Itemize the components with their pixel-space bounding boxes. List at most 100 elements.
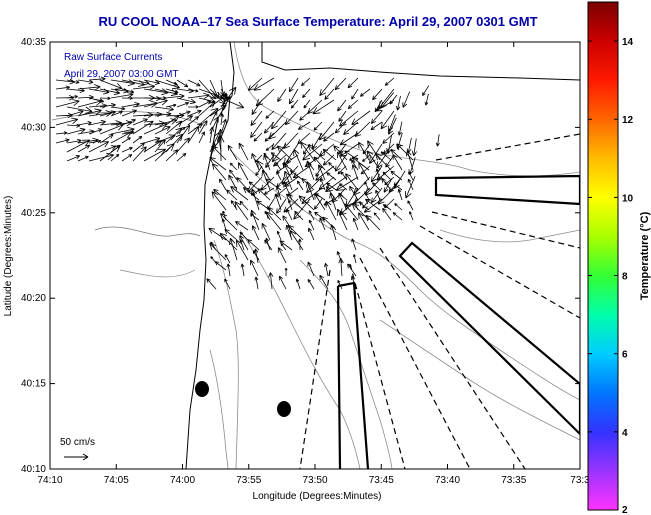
current-arrow [370, 121, 383, 131]
current-arrow [370, 110, 383, 124]
current-arrow [337, 151, 348, 171]
current-arrow [224, 278, 231, 290]
current-arrow [344, 150, 359, 161]
current-arrow [349, 185, 359, 201]
current-arrow [371, 187, 383, 204]
current-arrow [247, 77, 263, 91]
contour-line [213, 239, 239, 469]
current-arrow [253, 132, 263, 142]
current-arrow [396, 132, 403, 150]
current-arrow [435, 134, 440, 147]
y-tick-label: 40:30 [21, 122, 46, 133]
current-arrow [55, 117, 79, 126]
current-arrow [121, 147, 133, 153]
current-arrow [250, 209, 260, 231]
current-arrow [254, 276, 259, 290]
current-arrow [110, 120, 133, 127]
current-arrow [143, 79, 160, 85]
y-tick-label: 40:25 [21, 208, 46, 219]
current-arrow [280, 243, 287, 251]
current-arrow [66, 79, 80, 84]
current-arrow [337, 165, 347, 175]
current-arrow [328, 162, 337, 171]
current-arrow [330, 224, 337, 241]
current-arrow [209, 110, 218, 126]
map-layer [50, 42, 580, 469]
current-arrow [276, 171, 282, 181]
current-arrow [389, 94, 398, 105]
current-arrow [227, 144, 238, 161]
current-arrow [266, 211, 282, 231]
current-arrow [253, 248, 259, 264]
current-arrow [268, 121, 287, 140]
current-arrow [302, 88, 311, 98]
current-arrow [99, 110, 116, 117]
current-arrow [337, 99, 347, 112]
current-arrow [271, 132, 287, 150]
inland-boundary [119, 269, 196, 278]
coverage-wedges [299, 133, 580, 469]
current-arrow [375, 153, 392, 171]
current-arrow [236, 239, 249, 261]
current-arrow [276, 145, 293, 161]
current-arrow [275, 185, 282, 201]
current-arrow [283, 162, 293, 181]
current-arrow [360, 165, 371, 175]
current-arrow [165, 103, 177, 108]
current-arrow [263, 154, 271, 171]
current-arrow [313, 198, 323, 210]
current-arrow [265, 110, 275, 119]
current-arrow [365, 214, 381, 231]
current-arrow [121, 118, 136, 126]
current-arrow [392, 212, 403, 221]
current-arrow [247, 239, 260, 251]
chart-title: RU COOL NOAA–17 Sea Surface Temperature:… [98, 14, 537, 29]
inland-boundary [94, 226, 201, 237]
current-arrow [239, 200, 249, 211]
current-arrow [370, 165, 383, 183]
buoy-marker [195, 381, 209, 397]
current-arrow [303, 99, 311, 109]
current-arrow [290, 99, 299, 109]
current-arrow [407, 178, 414, 191]
current-arrow [288, 77, 299, 93]
current-arrow [380, 151, 392, 161]
current-arrow [359, 201, 370, 211]
colorbar-tick-label: 10 [622, 193, 634, 204]
current-arrow [255, 165, 263, 176]
current-arrow [132, 135, 143, 144]
current-arrow [77, 144, 91, 153]
current-arrow [364, 181, 370, 191]
current-arrow [264, 239, 273, 251]
current-arrow [340, 171, 348, 181]
current-arrow [226, 189, 238, 201]
current-arrow [354, 121, 371, 137]
current-arrow [383, 177, 393, 193]
y-tick-label: 40:10 [21, 464, 46, 475]
current-arrow [390, 149, 403, 161]
current-arrow [339, 110, 359, 127]
current-arrow [298, 238, 302, 251]
current-arrow [397, 188, 403, 201]
current-arrow [375, 168, 381, 181]
current-arrow [77, 108, 102, 117]
current-arrow [66, 109, 84, 117]
current-arrow [358, 141, 370, 161]
x-tick-label: 73:40 [435, 475, 460, 486]
wedge-line [349, 263, 406, 469]
plot-area: Raw Surface Currents April 29, 2007 03:0… [3, 37, 590, 502]
current-arrow [224, 229, 238, 241]
current-arrow [293, 148, 304, 171]
current-arrow [424, 93, 429, 106]
current-arrow [217, 135, 225, 162]
current-arrow [358, 212, 370, 231]
current-arrow [154, 139, 166, 153]
current-arrow [121, 130, 135, 135]
current-arrow [154, 126, 171, 135]
current-arrow [295, 278, 301, 290]
colorbar-tick-label: 4 [622, 428, 628, 439]
current-arrow [110, 145, 121, 153]
current-arrow [264, 187, 275, 195]
current-arrow [239, 235, 249, 251]
current-arrow [198, 120, 208, 135]
